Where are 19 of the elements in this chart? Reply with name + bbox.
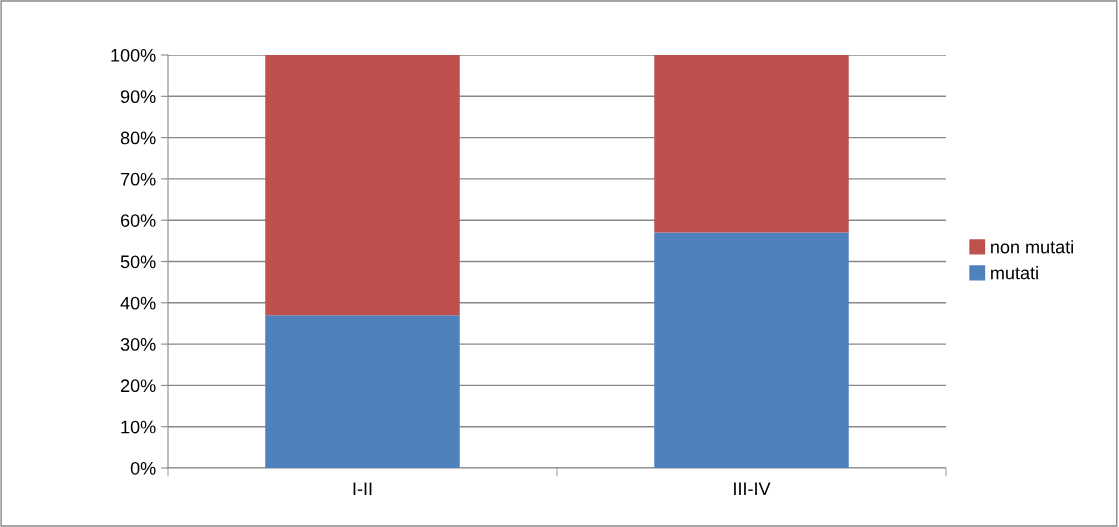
y-tick-label: 50%: [120, 255, 156, 269]
y-tick-label: 100%: [111, 48, 156, 62]
x-tick-label: I-II: [353, 482, 372, 495]
y-tick-label: 60%: [120, 214, 156, 227]
y-tick-label: 40%: [120, 296, 156, 310]
y-tick-label: 30%: [120, 338, 156, 351]
legend-label: non mutati: [991, 240, 1073, 254]
bar: [265, 315, 460, 468]
y-tick-label: 70%: [120, 172, 156, 186]
bar: [654, 55, 849, 233]
y-tick-label: 10%: [121, 420, 156, 434]
legend-label: mutati: [991, 266, 1038, 280]
y-tick-label: 20%: [120, 379, 156, 393]
y-tick-label: 0%: [130, 461, 156, 475]
bar: [265, 55, 460, 316]
x-tick-label: III-IV: [734, 482, 771, 495]
bar: [654, 232, 849, 468]
y-tick-label: 90%: [120, 90, 156, 104]
y-tick-label: 80%: [120, 131, 156, 145]
